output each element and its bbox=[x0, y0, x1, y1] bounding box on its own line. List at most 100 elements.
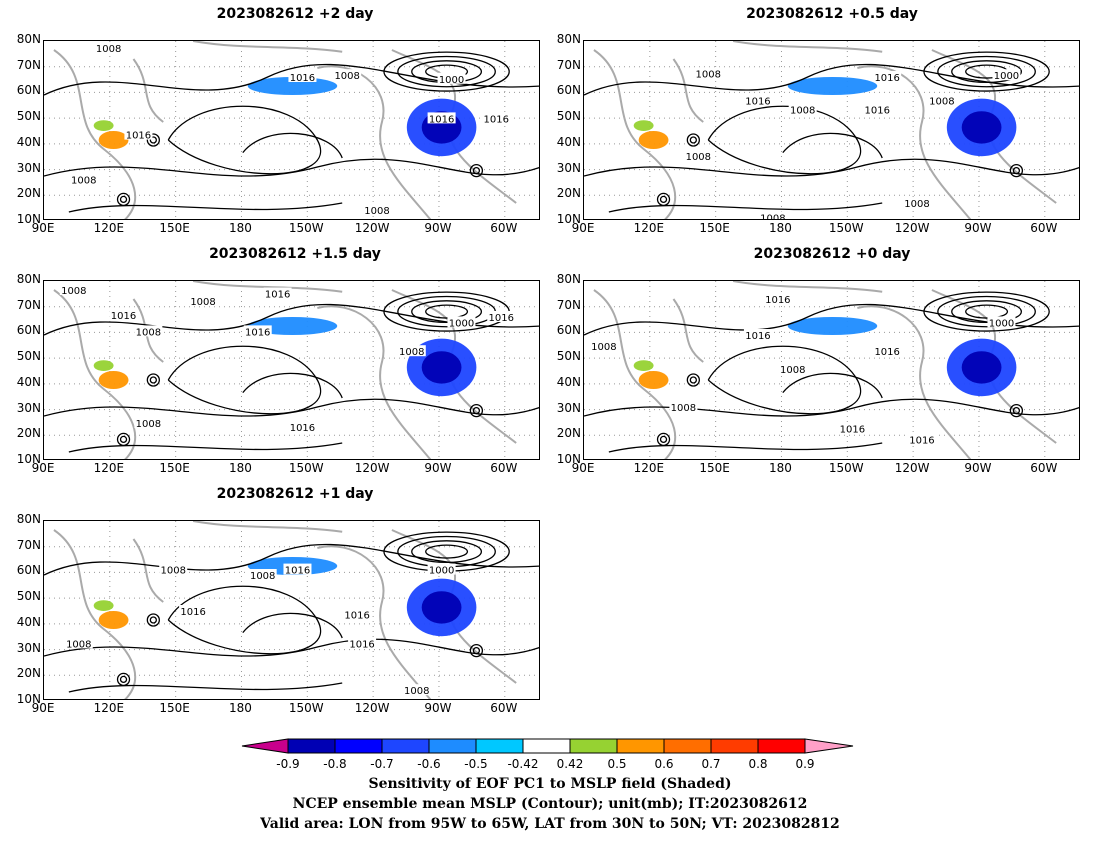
contour-label: 1016 bbox=[484, 114, 509, 125]
sensitivity-shading bbox=[93, 360, 114, 371]
mslp-contour-low bbox=[425, 304, 469, 319]
map-svg: 1008 1008 1016 1016 1008 1000 1016 1016 1008 bbox=[44, 521, 539, 699]
lon-tick-label: 150E bbox=[159, 221, 190, 235]
colorbar-tick-label: 0.42 bbox=[556, 757, 584, 771]
map-plot-area: 1008 1008 1016 1016 1008 1000 1016 1016 1008 bbox=[43, 520, 540, 700]
contour-label-bg bbox=[94, 42, 123, 54]
lon-tick-label: 60W bbox=[490, 221, 518, 235]
colorbar-tick-label: 0.8 bbox=[748, 757, 768, 771]
mslp-contour bbox=[782, 372, 883, 399]
lon-tick-label: 90W bbox=[964, 461, 992, 475]
coastline bbox=[317, 65, 432, 219]
mslp-contour-ring bbox=[149, 136, 157, 144]
mslp-contour-ring bbox=[472, 406, 481, 415]
mslp-contour-low bbox=[951, 60, 1023, 84]
contour-label-bg bbox=[763, 293, 792, 304]
contour-label-bg bbox=[109, 309, 138, 321]
panel-title: 2023082612 +0.5 day bbox=[746, 6, 918, 22]
lat-tick-label: 40N bbox=[556, 134, 581, 149]
contour-label: 1008 bbox=[66, 639, 91, 650]
sensitivity-shading bbox=[421, 591, 462, 624]
coastline bbox=[132, 538, 164, 603]
contour-label-bg bbox=[743, 329, 772, 340]
contour-label: 1008 bbox=[780, 365, 805, 376]
lat-tick-label: 50N bbox=[16, 349, 41, 364]
contour-label: 1008 bbox=[250, 571, 275, 582]
mslp-contour bbox=[707, 345, 861, 415]
lat-tick-label: 10N bbox=[16, 692, 41, 706]
map-plot-area: 1008 1016 1008 1016 1000 1008 1016 1008 1008 1008 bbox=[583, 40, 1080, 220]
lat-tick-label: 30N bbox=[556, 400, 581, 415]
lon-tick-label: 120E bbox=[93, 461, 125, 475]
contour-label: 1008 bbox=[760, 213, 785, 220]
mslp-contour-low bbox=[425, 544, 469, 559]
lon-tick-label: 90E bbox=[571, 221, 595, 235]
mslp-contour-ring bbox=[472, 646, 481, 655]
lon-tick-label: 150E bbox=[699, 461, 730, 475]
contour-label: 1008 bbox=[929, 96, 954, 107]
lon-tick-label: 150W bbox=[288, 701, 324, 715]
coastline bbox=[672, 298, 704, 363]
mslp-contour-ring bbox=[1012, 166, 1021, 175]
mslp-contour bbox=[44, 638, 539, 657]
contour-label: 1016 bbox=[285, 566, 310, 577]
mslp-contour-ring bbox=[656, 192, 671, 207]
contour-label-bg bbox=[778, 363, 807, 375]
sensitivity-shading bbox=[633, 360, 654, 371]
contour-label-bg bbox=[263, 287, 292, 299]
colorbar-segment bbox=[334, 738, 383, 754]
contour-label: 1016 bbox=[265, 290, 290, 301]
lat-tick-label: 60N bbox=[16, 83, 41, 98]
sensitivity-shading bbox=[93, 600, 114, 611]
mslp-contour bbox=[167, 345, 321, 415]
contour-label: 1016 bbox=[429, 114, 454, 125]
contour-label: 1008 bbox=[671, 403, 696, 414]
contour-label-bg bbox=[873, 345, 902, 357]
contour-label-bg bbox=[124, 128, 153, 140]
lon-tick-label: 150W bbox=[828, 461, 864, 475]
mslp-contour-ring bbox=[146, 613, 160, 627]
contour-label: 1016 bbox=[180, 607, 205, 618]
lat-tick-label: 40N bbox=[556, 374, 581, 389]
contour-label: 1008 bbox=[334, 71, 359, 82]
mslp-contour-low bbox=[411, 540, 483, 564]
contour-label: 1016 bbox=[111, 311, 136, 322]
contour-label: 1008 bbox=[904, 199, 929, 210]
lon-tick-label: 150E bbox=[699, 221, 730, 235]
contour-label-bg bbox=[243, 325, 272, 337]
mslp-contour bbox=[167, 105, 321, 175]
mslp-contour-ring bbox=[119, 675, 128, 684]
lon-tick-label: 120E bbox=[93, 701, 125, 715]
contour-label: 1016 bbox=[489, 313, 514, 324]
lat-tick-label: 30N bbox=[556, 160, 581, 175]
contour-label-bg bbox=[427, 563, 456, 575]
contour-label-bg bbox=[992, 69, 1021, 81]
footer-title: Sensitivity of EOF PC1 to MSLP field (Sh… bbox=[368, 776, 732, 792]
mslp-contour-ring bbox=[119, 435, 128, 444]
lon-tick-label: 120E bbox=[93, 221, 125, 235]
contour-label-bg bbox=[288, 420, 317, 432]
contour-label: 1008 bbox=[790, 105, 815, 116]
coastline bbox=[857, 65, 972, 219]
mslp-contour bbox=[242, 132, 343, 159]
lon-tick-label: 120W bbox=[894, 221, 930, 235]
contour-label: 1000 bbox=[994, 71, 1019, 82]
mslp-contour bbox=[242, 612, 343, 639]
coastline bbox=[192, 521, 343, 533]
lat-tick-label: 80N bbox=[16, 512, 41, 526]
mslp-contour-low bbox=[937, 295, 1036, 328]
lon-tick-label: 180 bbox=[229, 221, 252, 235]
lat-tick-label: 50N bbox=[16, 589, 41, 604]
mslp-contour-ring bbox=[656, 432, 671, 447]
contour-label: 1000 bbox=[429, 566, 454, 577]
colorbar-segment bbox=[287, 738, 336, 754]
colorbar-segment bbox=[475, 738, 524, 754]
lon-tick-label: 90W bbox=[964, 221, 992, 235]
mslp-contour bbox=[584, 303, 1079, 336]
contour-label-bg bbox=[758, 211, 787, 219]
lat-tick-label: 60N bbox=[16, 323, 41, 338]
map-svg: 1008 1016 1008 1016 1000 1016 1016 1008 1008 bbox=[44, 41, 539, 219]
colorbar-tick-label: 0.9 bbox=[795, 757, 815, 771]
mslp-contour-ring bbox=[686, 373, 700, 387]
